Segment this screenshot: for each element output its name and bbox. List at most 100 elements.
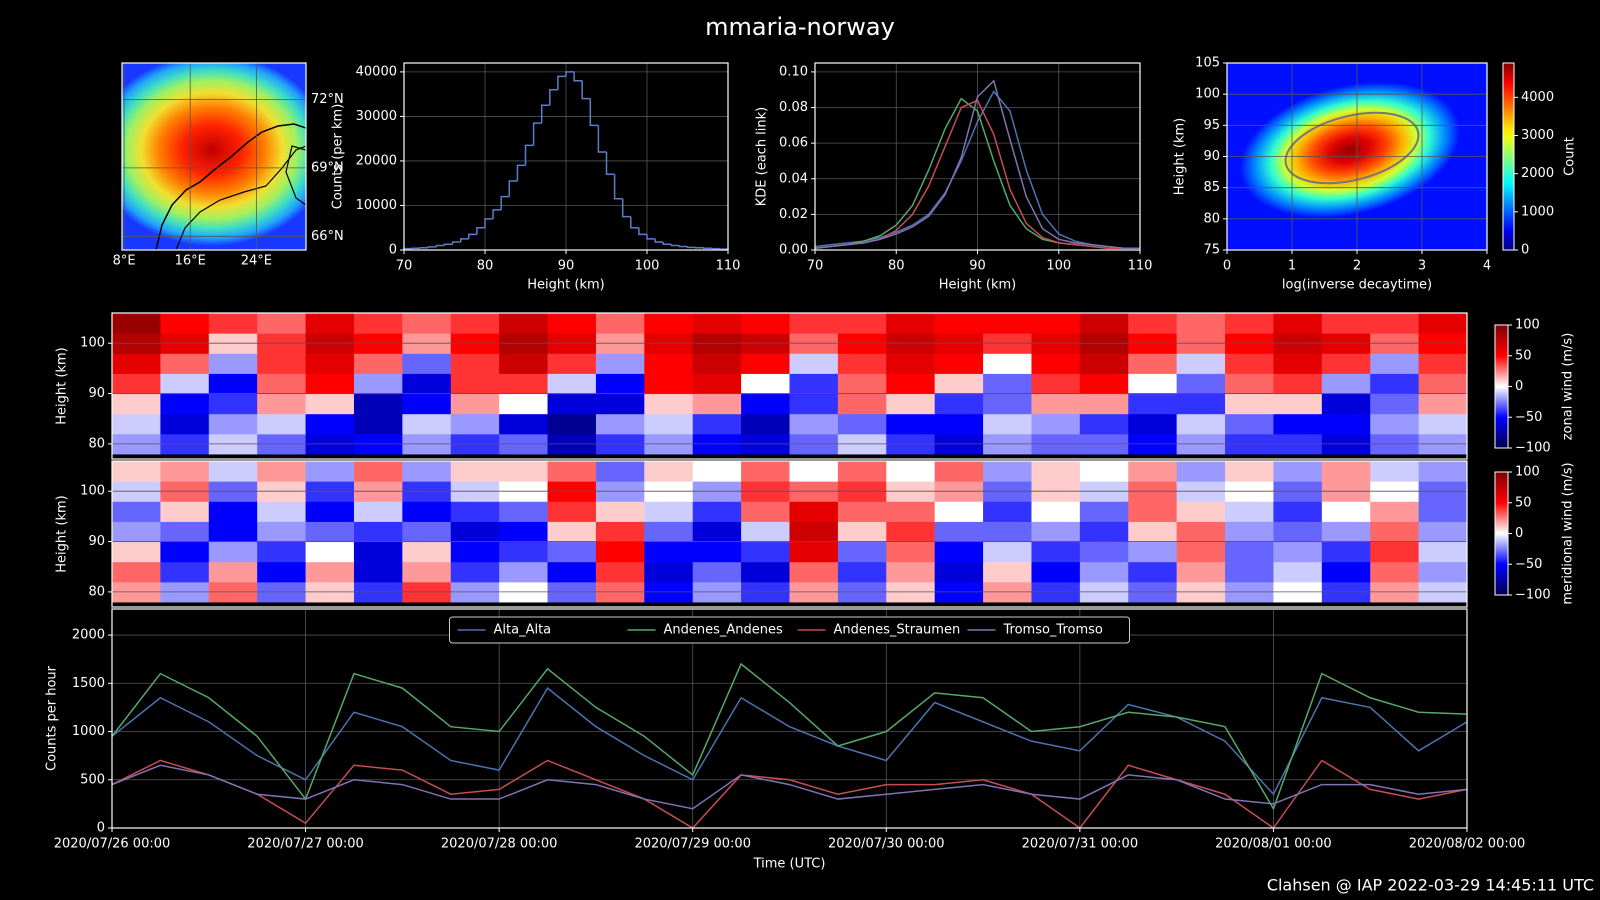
heatmap-cell — [886, 461, 936, 482]
heatmap-cell — [983, 353, 1032, 374]
heatmap-cell — [789, 501, 839, 522]
histogram-step — [646, 234, 656, 240]
heatmap-cell — [1273, 501, 1323, 522]
histogram-step — [662, 241, 672, 245]
histogram-step — [443, 243, 453, 246]
heatmap-cell — [789, 413, 839, 435]
heatmap-cell — [1370, 393, 1420, 415]
heatmap-cell — [741, 393, 790, 415]
heatmap-cell — [1128, 413, 1178, 435]
heatmap-cell — [402, 313, 452, 334]
colorbar — [1502, 62, 1515, 251]
colorbar-tick-label: −50 — [1515, 557, 1542, 572]
heatmap-cell — [1031, 501, 1081, 522]
heatmap-cell — [1128, 521, 1178, 543]
x-tick-label: 70 — [807, 259, 824, 274]
heatmap-cell — [886, 313, 936, 334]
x-tick-label: 80 — [477, 259, 494, 274]
heatmap-cell — [1031, 373, 1081, 395]
colorbar-tick-label: 50 — [1515, 348, 1532, 363]
x-tick-label: 2020/07/29 00:00 — [634, 837, 751, 852]
heatmap-cell — [1418, 373, 1467, 395]
x-tick-label: 16°E — [175, 254, 206, 269]
colorbar-tick-label: 4000 — [1521, 90, 1554, 105]
histogram-step — [597, 125, 607, 153]
colorbar — [1494, 324, 1509, 449]
histogram-step — [468, 233, 477, 239]
heatmap-cell — [547, 353, 597, 374]
heatmap-cell — [1273, 561, 1323, 583]
heatmap-cell — [353, 393, 403, 415]
histogram-step — [508, 180, 518, 197]
map-density — [122, 63, 306, 246]
heatmap-cell — [353, 541, 403, 563]
series-line — [111, 662, 1468, 811]
heatmap-cell — [112, 413, 161, 435]
heatmap-cell — [547, 313, 597, 334]
heatmap-cell — [1176, 393, 1226, 415]
histogram-step — [605, 152, 615, 176]
heatmap-cell — [1370, 561, 1420, 583]
heatmap-cell — [160, 373, 210, 395]
heatmap-cell — [402, 353, 452, 374]
border — [285, 145, 306, 206]
heatmap-cell — [837, 353, 887, 374]
heatmap-cell — [789, 541, 839, 563]
heatmap-cell — [644, 561, 694, 583]
heatmap-cell — [1370, 313, 1420, 334]
heatmap-cell — [886, 373, 936, 395]
axes-frame — [111, 312, 1468, 460]
heatmap-cell — [983, 313, 1032, 334]
axes-frame — [111, 608, 1468, 829]
heatmap-cell — [112, 461, 161, 482]
heatmap-cell — [450, 541, 500, 563]
heatmap-cell — [1176, 353, 1226, 374]
y-tick-label: 2000 — [72, 628, 105, 643]
x-tick-label: 4 — [1483, 259, 1491, 274]
heatmap-cell — [1321, 393, 1371, 415]
y-tick-label: 75 — [1203, 243, 1220, 258]
y-axis-label: Height (km) — [55, 347, 70, 424]
heatmap-cell — [789, 393, 839, 415]
y-tick-label: 40000 — [356, 64, 397, 79]
histogram-step — [589, 98, 599, 127]
histogram-step — [427, 246, 437, 248]
histogram-step — [492, 209, 502, 219]
heatmap-cell — [160, 353, 210, 374]
colorbar-label: meridional wind (m/s) — [1561, 462, 1576, 604]
heatmap-cell — [1418, 501, 1467, 522]
heatmap-cell — [595, 461, 645, 482]
heatmap-cell — [789, 461, 839, 482]
legend-label: Andenes_Andenes — [664, 623, 784, 638]
heatmap-cell — [112, 541, 161, 563]
heatmap-cell — [450, 313, 500, 334]
heatmap-cell — [1273, 373, 1323, 395]
heatmap-cell — [112, 561, 161, 583]
x-tick-label: 100 — [1046, 259, 1071, 274]
x-axis-label: Time (UTC) — [753, 857, 826, 872]
heatmap-cell — [257, 313, 307, 334]
heatmap-cell — [1031, 393, 1081, 415]
y-tick-label: 100 — [1195, 87, 1220, 102]
heatmap-cell — [1321, 521, 1371, 543]
heatmap-cell — [741, 353, 790, 374]
heatmap-cell — [450, 561, 500, 583]
heatmap-cell — [208, 353, 258, 374]
y-tick-label: 90 — [88, 534, 105, 549]
x-tick-label: 2020/08/02 00:00 — [1409, 837, 1526, 852]
hist2d-density — [1240, 82, 1460, 218]
heatmap-cell — [934, 541, 984, 563]
histogram-step — [484, 218, 494, 228]
colorbar — [1494, 471, 1509, 596]
heatmap-cell — [450, 501, 500, 522]
heatmap-cell — [886, 501, 936, 522]
heatmap-cell — [789, 313, 839, 334]
colorbar-tick-label: −100 — [1515, 588, 1551, 603]
heatmap-cell — [499, 313, 549, 334]
heatmap-cell — [112, 373, 161, 395]
heatmap-cell — [450, 461, 500, 482]
heatmap-cell — [1418, 561, 1467, 583]
heatmap-cell — [353, 373, 403, 395]
heatmap-cell — [499, 561, 549, 583]
heatmap-cell — [837, 393, 887, 415]
